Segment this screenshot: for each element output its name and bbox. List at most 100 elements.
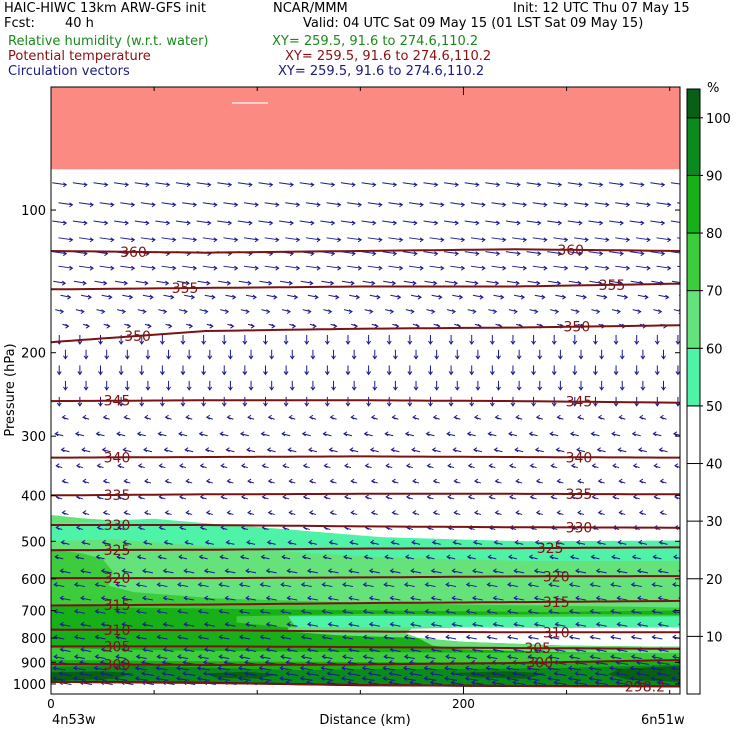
- vector-arrow: [345, 334, 351, 345]
- vector-arrow: [161, 202, 177, 208]
- vector-arrow: [140, 237, 156, 243]
- vector-arrow: [82, 510, 90, 516]
- vector-arrow: [75, 309, 85, 315]
- vector-arrow: [595, 595, 607, 601]
- vector-arrow: [261, 309, 271, 315]
- vector-arrow: [573, 202, 589, 208]
- vector-arrow: [548, 634, 560, 640]
- vector-arrow: [591, 494, 599, 500]
- vector-arrow: [202, 671, 216, 676]
- vector-arrow: [575, 568, 587, 574]
- vector-arrow: [411, 447, 421, 453]
- vector-arrow: [591, 463, 599, 469]
- vector-arrow: [121, 568, 133, 574]
- theta-label: 355: [599, 278, 626, 294]
- vector-arrow: [219, 431, 229, 437]
- vector-arrow: [94, 634, 106, 640]
- vector-arrow: [610, 634, 622, 640]
- vector-arrow: [361, 220, 377, 226]
- vector-arrow: [588, 251, 604, 257]
- vector-arrow: [347, 202, 363, 208]
- vector-arrow: [367, 671, 381, 676]
- vector-arrow: [93, 182, 109, 188]
- vector-arrow: [369, 294, 381, 300]
- vector-arrow: [101, 447, 111, 453]
- vector-arrow: [265, 568, 277, 574]
- vector-arrow: [589, 634, 601, 640]
- vector-arrow: [403, 280, 417, 286]
- vector-arrow: [301, 431, 311, 437]
- vector-arrow: [205, 478, 213, 484]
- vector-arrow: [677, 237, 680, 239]
- vector-arrow: [444, 665, 458, 671]
- vector-arrow: [322, 431, 332, 437]
- vector-arrow: [629, 220, 645, 226]
- vector-arrow: [430, 568, 442, 574]
- vector-arrow: [619, 349, 625, 360]
- vector-arrow: [221, 334, 227, 345]
- vector-arrow: [388, 671, 402, 676]
- vector-arrow: [547, 251, 563, 257]
- vector-arrow: [59, 568, 71, 574]
- vector-arrow: [637, 447, 647, 453]
- vector-arrow: [423, 220, 439, 226]
- vector-arrow: [134, 220, 150, 226]
- vector-arrow: [453, 414, 461, 420]
- vector-arrow: [470, 202, 486, 208]
- vector-arrow: [175, 182, 191, 188]
- vector-arrow: [52, 220, 68, 226]
- vector-arrow: [102, 478, 110, 484]
- vector-arrow: [53, 608, 65, 614]
- vector-arrow: [288, 414, 296, 420]
- vector-arrow: [80, 647, 92, 652]
- x-tick-label: 200: [452, 697, 475, 711]
- vector-arrow: [554, 621, 566, 627]
- vector-arrow: [179, 494, 187, 500]
- vector-arrow: [671, 675, 680, 681]
- vector-arrow: [470, 671, 484, 676]
- vector-arrow: [267, 478, 275, 484]
- vector-arrow: [557, 349, 563, 360]
- vector-arrow: [94, 654, 106, 660]
- colorbar-label: 20: [706, 573, 723, 588]
- vector-arrow: [491, 202, 507, 208]
- vector-arrow: [578, 380, 584, 391]
- vector-arrow: [549, 554, 559, 560]
- vector-arrow: [428, 334, 433, 345]
- vector-arrow: [532, 680, 546, 686]
- vector-arrow: [370, 478, 378, 484]
- vector-arrow: [661, 349, 666, 360]
- vector-arrow: [74, 554, 84, 560]
- vector-arrow: [58, 237, 74, 243]
- vector-arrow: [487, 431, 497, 437]
- y-tick-label: 300: [21, 430, 46, 445]
- vector-arrow: [198, 554, 208, 560]
- colorbar-label: 90: [706, 169, 723, 184]
- vector-arrow: [413, 349, 419, 360]
- vector-arrow: [597, 414, 605, 420]
- vector-arrow: [201, 396, 207, 407]
- vector-arrow: [300, 634, 312, 640]
- vector-arrow: [446, 554, 456, 560]
- vector-arrow: [553, 237, 569, 243]
- vector-arrow: [348, 595, 360, 601]
- vector-arrow: [464, 182, 480, 188]
- colorbar-segment: [686, 347, 701, 407]
- theta-line-320: [51, 575, 680, 580]
- vector-arrow: [508, 431, 518, 437]
- vector-arrow: [382, 251, 398, 257]
- vector-arrow: [548, 608, 560, 614]
- vector-arrow: [588, 220, 604, 226]
- rh-region-13: [51, 671, 134, 681]
- theta-label: 325: [537, 541, 564, 557]
- vector-arrow: [589, 582, 601, 588]
- vector-arrow: [247, 510, 255, 516]
- vector-arrow: [426, 309, 436, 315]
- vector-arrow: [472, 294, 484, 300]
- vector-arrow: [383, 280, 397, 286]
- vector-arrow: [553, 265, 569, 271]
- vector-arrow: [653, 309, 663, 315]
- vector-arrow: [382, 182, 398, 188]
- vector-arrow: [142, 294, 154, 300]
- vector-arrow: [58, 265, 74, 271]
